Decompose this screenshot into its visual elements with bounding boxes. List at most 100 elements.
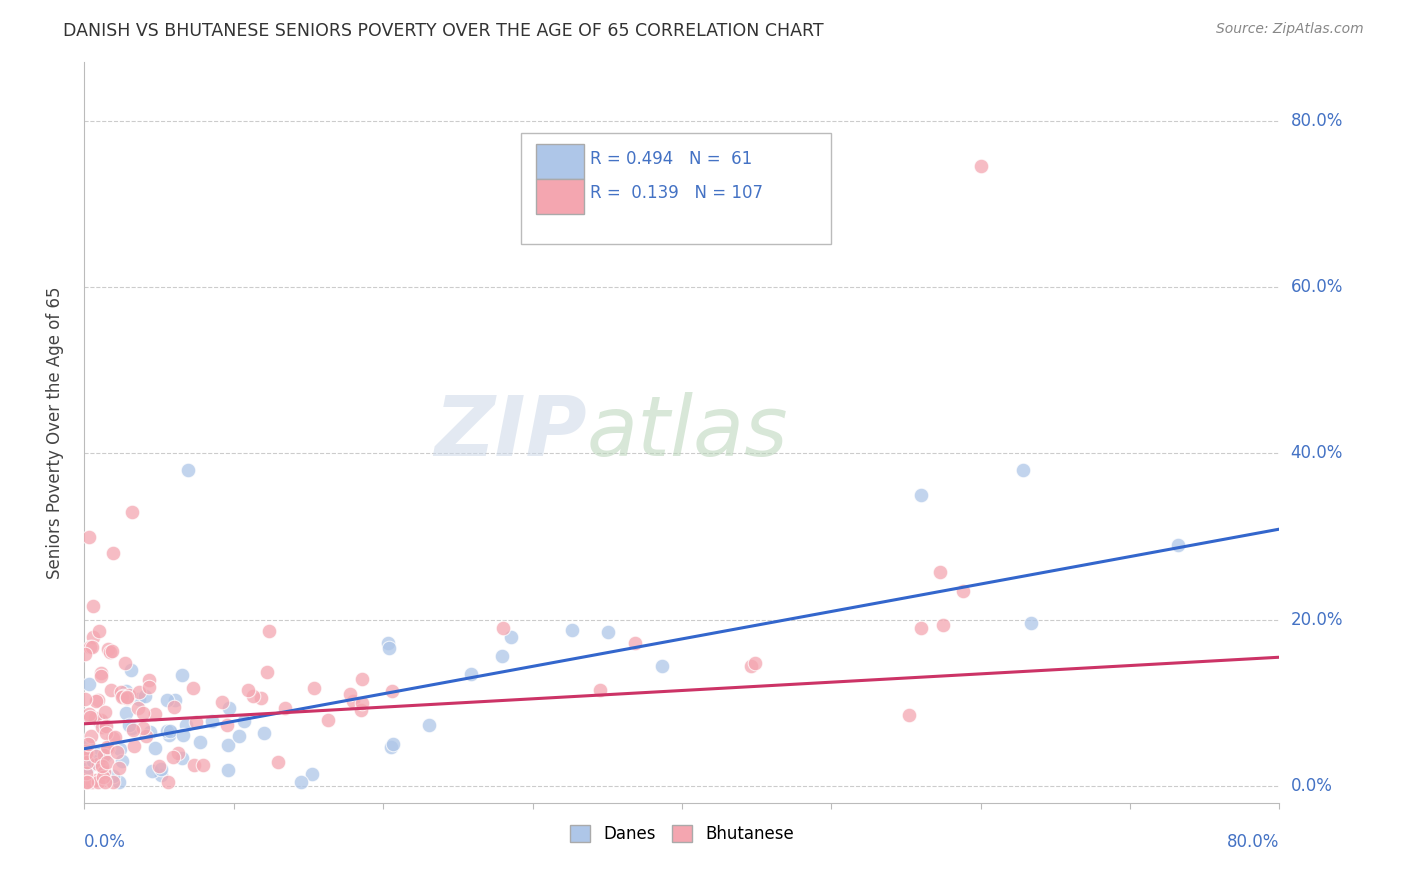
- Point: [174, 718, 197, 732]
- Point: [217, 739, 239, 753]
- Point: [233, 714, 256, 729]
- Point: [350, 672, 373, 686]
- Point: [80, 729, 103, 743]
- Point: [84, 693, 107, 707]
- Point: [77, 677, 100, 691]
- Point: [166, 746, 188, 760]
- Point: [228, 729, 250, 743]
- Point: [77, 737, 100, 751]
- Point: [114, 706, 136, 720]
- Text: R =  0.139   N = 107: R = 0.139 N = 107: [591, 185, 763, 202]
- Point: [96, 725, 118, 739]
- Point: [910, 621, 932, 635]
- Point: [181, 681, 204, 695]
- Text: 80.0%: 80.0%: [1227, 833, 1279, 851]
- Point: [970, 160, 993, 174]
- Point: [302, 681, 325, 695]
- Point: [176, 463, 198, 477]
- Point: [952, 584, 974, 599]
- Point: [150, 768, 173, 782]
- Point: [93, 747, 115, 762]
- Point: [492, 621, 515, 635]
- Point: [162, 750, 184, 764]
- Point: [350, 697, 373, 711]
- Point: [898, 708, 921, 723]
- Point: [740, 658, 762, 673]
- Point: [90, 666, 112, 681]
- Point: [80, 775, 103, 789]
- Point: [82, 630, 104, 644]
- Point: [77, 706, 100, 721]
- Point: [460, 667, 482, 681]
- Point: [115, 683, 138, 698]
- Point: [135, 729, 157, 743]
- Point: [1012, 463, 1035, 477]
- Point: [163, 693, 186, 707]
- Point: [145, 740, 167, 755]
- Point: [89, 744, 111, 758]
- Point: [84, 711, 107, 725]
- Point: [589, 682, 612, 697]
- Point: [96, 719, 118, 733]
- Point: [77, 738, 100, 752]
- Point: [156, 724, 179, 739]
- Point: [90, 720, 112, 734]
- Point: [188, 735, 211, 749]
- Point: [201, 714, 224, 728]
- Point: [79, 710, 101, 724]
- Point: [274, 701, 297, 715]
- Point: [82, 599, 104, 613]
- Point: [108, 775, 131, 789]
- Point: [162, 700, 184, 714]
- Point: [128, 684, 150, 698]
- Point: [624, 636, 647, 650]
- FancyBboxPatch shape: [520, 133, 831, 244]
- Point: [377, 640, 399, 655]
- Point: [382, 737, 405, 751]
- Point: [132, 706, 155, 720]
- Point: [301, 766, 323, 780]
- Point: [77, 530, 100, 544]
- Point: [290, 775, 312, 789]
- Text: ZIP: ZIP: [433, 392, 586, 473]
- Point: [256, 665, 278, 679]
- Point: [76, 746, 98, 760]
- Point: [170, 668, 193, 682]
- Point: [110, 685, 132, 699]
- Point: [108, 761, 131, 775]
- Point: [84, 749, 107, 764]
- Point: [381, 683, 404, 698]
- Point: [75, 766, 97, 780]
- Point: [101, 644, 124, 658]
- Point: [76, 775, 98, 789]
- Point: [101, 775, 124, 789]
- Point: [561, 623, 583, 637]
- Point: [211, 695, 233, 709]
- Text: R = 0.494   N =  61: R = 0.494 N = 61: [591, 150, 752, 168]
- Point: [929, 565, 952, 579]
- Point: [91, 770, 114, 784]
- Point: [150, 762, 173, 776]
- Point: [128, 692, 150, 706]
- Point: [380, 739, 402, 754]
- Point: [111, 689, 134, 703]
- Text: DANISH VS BHUTANESE SENIORS POVERTY OVER THE AGE OF 65 CORRELATION CHART: DANISH VS BHUTANESE SENIORS POVERTY OVER…: [63, 22, 824, 40]
- Point: [96, 739, 118, 754]
- Point: [377, 636, 399, 650]
- Point: [86, 775, 108, 789]
- Text: 60.0%: 60.0%: [1291, 278, 1343, 296]
- Legend: Danes, Bhutanese: Danes, Bhutanese: [562, 819, 801, 850]
- Text: 20.0%: 20.0%: [1291, 611, 1343, 629]
- Point: [252, 726, 274, 740]
- Point: [122, 723, 145, 738]
- Point: [172, 728, 194, 742]
- Point: [138, 673, 160, 688]
- Point: [86, 772, 108, 787]
- Point: [121, 721, 143, 735]
- Point: [89, 624, 111, 638]
- Point: [1019, 615, 1042, 630]
- Point: [139, 724, 162, 739]
- Point: [120, 663, 142, 677]
- Point: [191, 758, 214, 772]
- Point: [75, 747, 97, 762]
